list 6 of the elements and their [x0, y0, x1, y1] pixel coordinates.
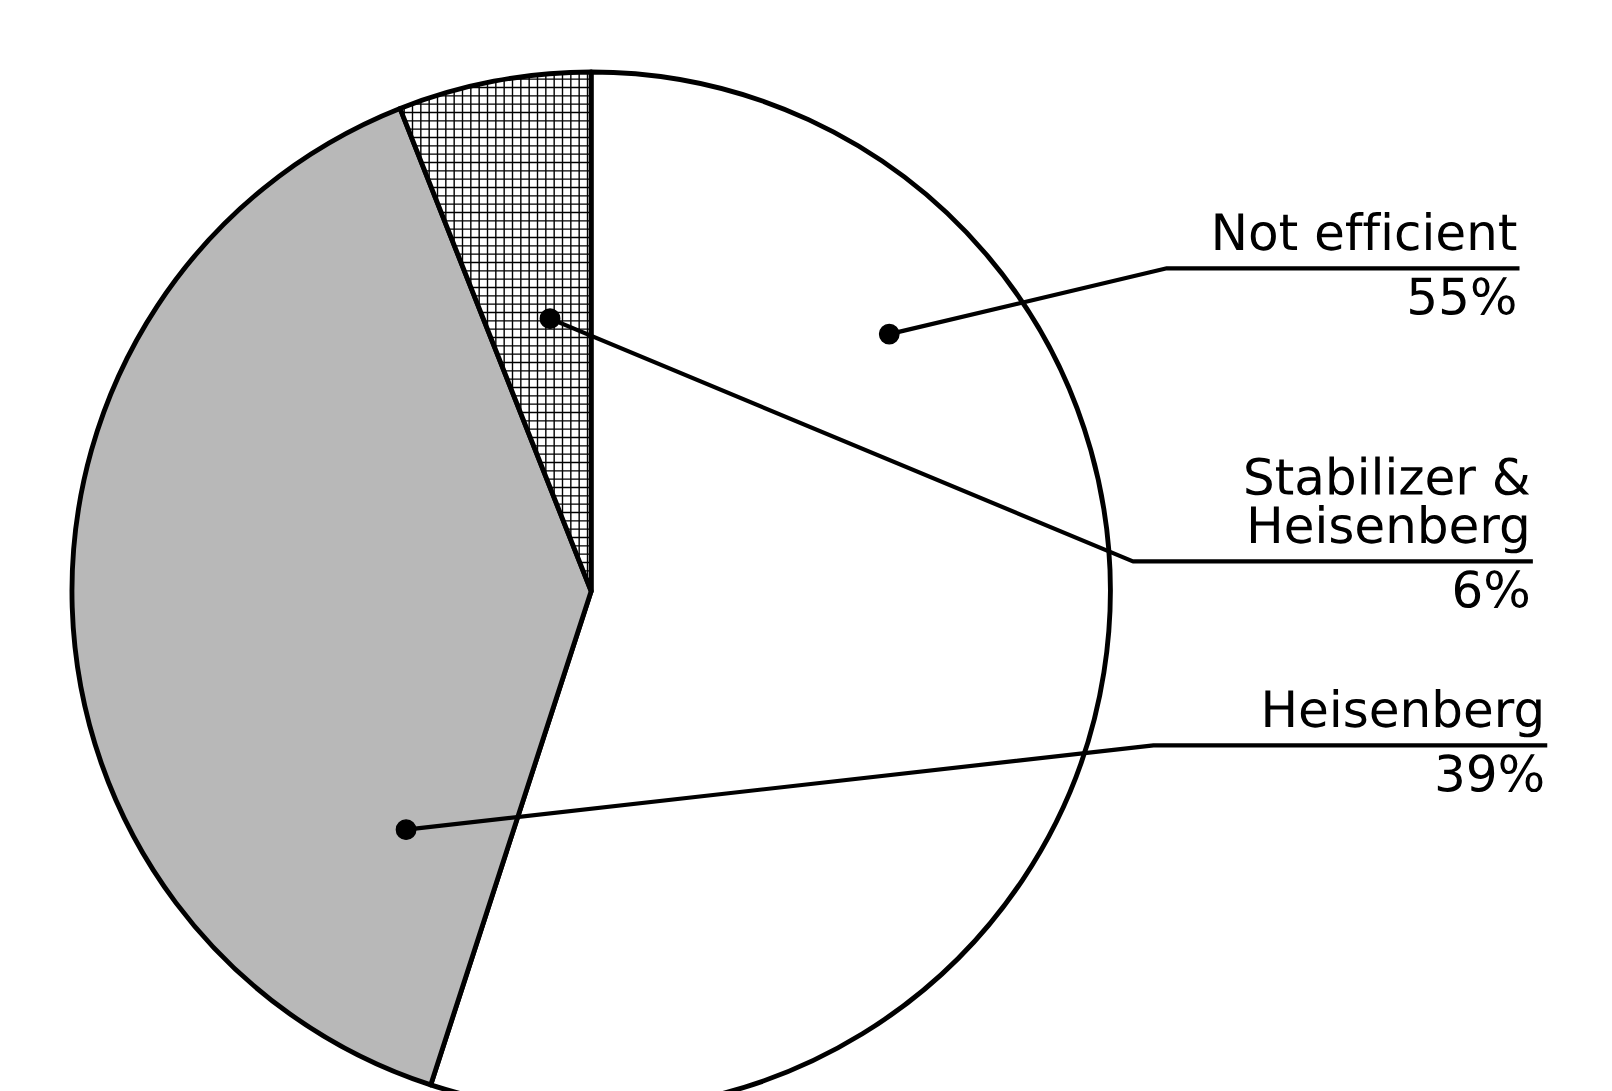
data-label: 39% [1437, 754, 1543, 793]
data-label: 55% [1410, 277, 1515, 316]
data-label: 6% [1454, 570, 1529, 609]
slice-label: Heisenberg [1265, 688, 1541, 738]
slice-label: Not efficient [1215, 211, 1517, 251]
slice-label: Stabilizer & Heisenberg [1246, 456, 1530, 554]
